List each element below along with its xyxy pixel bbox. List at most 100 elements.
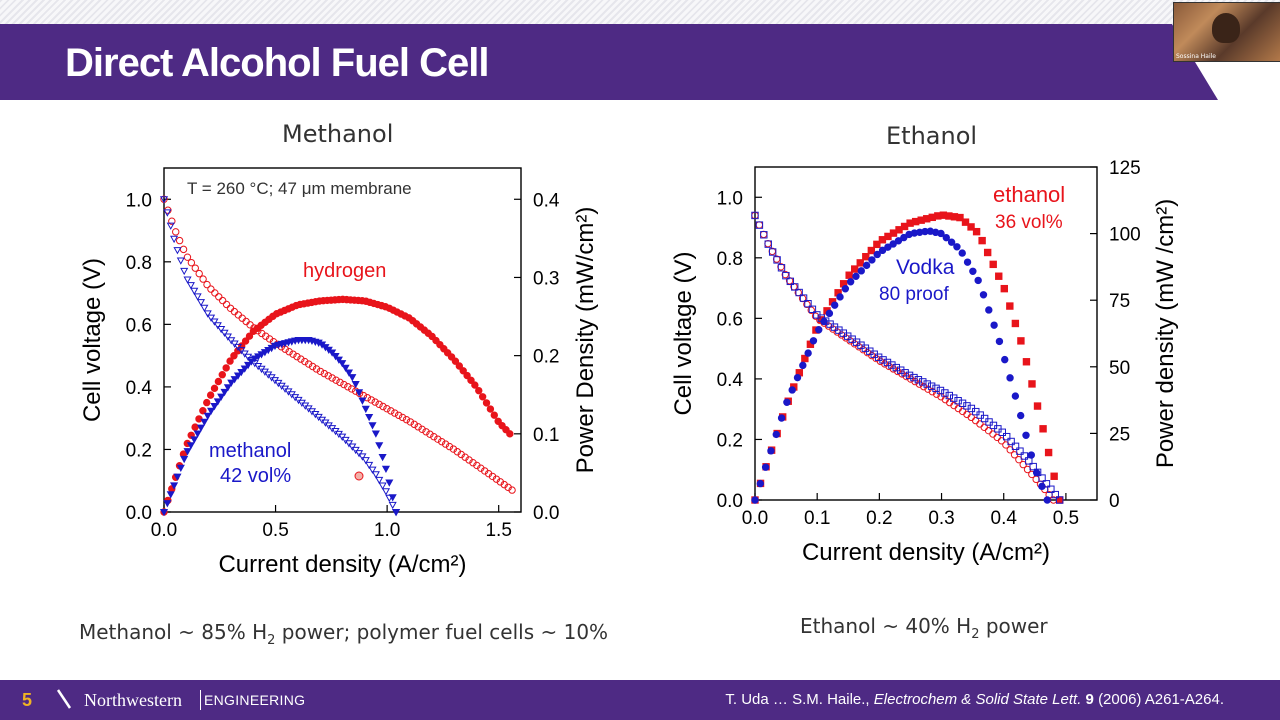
northwestern-slash-icon bbox=[56, 689, 72, 709]
ethanol-series-ethanol-power-point bbox=[961, 218, 970, 226]
methanol-series-hydrogen-point bbox=[179, 245, 188, 254]
methanol-series-methanol-power-point bbox=[392, 508, 401, 517]
methanol-series-hydrogen-point bbox=[226, 304, 235, 312]
methanol-series-methanol-point bbox=[358, 453, 367, 461]
methanol-series-hydrogen-point bbox=[340, 380, 348, 389]
ethanol-label: ethanol bbox=[993, 182, 1065, 207]
ethanol-series-vodka-point bbox=[1047, 485, 1055, 493]
methanol-series-hydrogen-point bbox=[211, 289, 219, 297]
ethanol-series-vodka-point bbox=[1038, 474, 1046, 482]
ethanol-series-ethanol-power-point bbox=[873, 240, 881, 249]
webcam-thumbnail[interactable]: Sossina Haile bbox=[1173, 2, 1280, 62]
ethanol-y-right-tick-label: 125 bbox=[1109, 158, 1141, 179]
ethanol-series-vodka-power-point bbox=[804, 349, 812, 357]
ethanol-series-vodka-point bbox=[1016, 447, 1024, 455]
methanol-series-hydrogen-point bbox=[430, 433, 438, 441]
methanol-series-methanol-power-point bbox=[371, 430, 380, 438]
methanol-series-methanol-power-point bbox=[223, 384, 232, 392]
methanol-series-hydrogen-power-point bbox=[245, 332, 254, 340]
methanol-series-methanol-point bbox=[361, 457, 370, 465]
methanol-series-methanol-point bbox=[200, 304, 209, 313]
ethanol-series-vodka-power-point bbox=[1016, 411, 1025, 420]
ethanol-y-right-axis-label: Power density (mW /cm²) bbox=[1152, 199, 1179, 468]
methanol-x-tick-label: 0.0 bbox=[151, 520, 177, 541]
ethanol-y-left-axis-label: Cell voltage (V) bbox=[670, 251, 697, 415]
ethanol-series-vodka-power-point bbox=[969, 267, 977, 275]
methanol-series-hydrogen-power-point bbox=[467, 376, 475, 384]
ethanol-series-vodka-point bbox=[874, 353, 883, 361]
methanol-series-hydrogen-point bbox=[215, 293, 223, 301]
methanol-series-hydrogen-power-point bbox=[478, 393, 487, 401]
footer-dept: ENGINEERING bbox=[204, 692, 306, 708]
ethanol-series-vodka-point bbox=[958, 399, 967, 407]
methanol-series-methanol-point bbox=[203, 310, 212, 318]
ethanol-series-ethanol-power-point bbox=[851, 265, 859, 273]
ethanol-series-vodka-point bbox=[786, 277, 795, 286]
ethanol-y-right-tick-label: 75 bbox=[1109, 291, 1130, 312]
ethanol-x-tick-label: 0.5 bbox=[1053, 508, 1079, 529]
ethanol-series-ethanol-power-point bbox=[967, 223, 975, 231]
ethanol-series-ethanol-power-point bbox=[972, 227, 981, 236]
methanol-series-hydrogen-point bbox=[367, 396, 375, 404]
methanol-series-methanol-power-point bbox=[344, 369, 354, 377]
cursor-pointer-dot bbox=[354, 471, 364, 481]
ethanol-series-vodka-power-point bbox=[767, 447, 775, 455]
methanol-y-right-tick-label: 0.4 bbox=[533, 190, 560, 211]
ethanol-series-vodka-power-point bbox=[1038, 482, 1046, 491]
ethanol-series-ethanol-power-point bbox=[867, 246, 876, 255]
methanol-series-methanol-power-point bbox=[355, 389, 364, 397]
methanol-series-hydrogen-point bbox=[218, 296, 227, 305]
ethanol-series-vodka-power-point bbox=[836, 293, 844, 301]
citation-authors: T. Uda … S.M. Haile., bbox=[725, 691, 874, 708]
ethanol-series-ethanol-power-point bbox=[862, 253, 870, 261]
ethanol-series-vodka-power-point bbox=[889, 240, 897, 248]
ethanol-series-vodka-point bbox=[897, 366, 905, 374]
ethanol-series-ethanol-power-point bbox=[995, 272, 1003, 280]
methanol-series-methanol-point bbox=[186, 282, 195, 290]
methanol-series-methanol-power-point bbox=[170, 482, 179, 490]
ethanol-series-vodka-power-point bbox=[793, 373, 802, 382]
ethanol-series-vodka-power-point bbox=[852, 272, 860, 281]
presenter-silhouette bbox=[1212, 13, 1240, 43]
vodka-label: Vodka bbox=[896, 256, 955, 279]
methanol-series-methanol-power-point bbox=[381, 465, 391, 474]
methanol-series-methanol-point bbox=[388, 501, 397, 510]
ethanol-series-vodka-point bbox=[760, 231, 768, 239]
methanol-series-methanol-point bbox=[193, 293, 202, 301]
methanol-series-hydrogen-point bbox=[406, 418, 415, 426]
methanol-note-sub: 2 bbox=[267, 633, 276, 648]
methanol-note: Methanol ~ 85% H2 power; polymer fuel ce… bbox=[79, 620, 608, 648]
methanol-series-hydrogen-point bbox=[398, 413, 407, 422]
methanol-series-methanol-point bbox=[375, 476, 384, 485]
methanol-series-hydrogen-point bbox=[375, 400, 383, 409]
ethanol-series-vodka-power-point bbox=[979, 291, 988, 299]
ethanol-series-ethanol-power-point bbox=[983, 248, 992, 257]
methanol-series-hydrogen-power-point bbox=[486, 405, 495, 413]
methanol-series-hydrogen-point bbox=[508, 486, 516, 494]
citation-volume: 9 bbox=[1085, 691, 1094, 708]
ethanol-series-ethanol-point bbox=[876, 357, 885, 366]
ethanol-series-vodka-power-point bbox=[958, 249, 966, 257]
methanol-series-methanol-point bbox=[173, 247, 182, 255]
methanol-series-hydrogen-point bbox=[422, 428, 430, 436]
ethanol-series-ethanol-power-point bbox=[856, 259, 864, 267]
methanol-series-methanol-power-point bbox=[203, 412, 212, 421]
ethanol-series-vodka-point bbox=[764, 240, 772, 248]
methanol-series-hydrogen-point bbox=[348, 385, 356, 393]
methanol-series-hydrogen-power-point bbox=[218, 370, 226, 379]
methanol-series-hydrogen-point bbox=[418, 425, 426, 434]
methanol-series-hydrogen-point bbox=[195, 269, 203, 278]
ethanol-series-vodka-power-point bbox=[974, 276, 982, 285]
methanol-series-hydrogen-point bbox=[394, 411, 403, 419]
methanol-series-methanol-point bbox=[176, 257, 185, 265]
ethanol-series-vodka-power-point bbox=[878, 246, 887, 255]
methanol-series-hydrogen-power-point bbox=[455, 362, 464, 370]
ethanol-series-vodka-point bbox=[883, 358, 892, 367]
ethanol-series-vodka-power-point bbox=[809, 337, 818, 345]
methanol-series-methanol-power-point bbox=[247, 358, 256, 366]
methanol-series-methanol-point bbox=[183, 276, 192, 284]
methanol-y-left-tick-label: 0.2 bbox=[126, 440, 152, 461]
methanol-series-hydrogen-point bbox=[328, 374, 336, 382]
ethanol-series-vodka-power-point bbox=[788, 386, 796, 394]
methanol-series-methanol-power-point bbox=[180, 455, 189, 464]
